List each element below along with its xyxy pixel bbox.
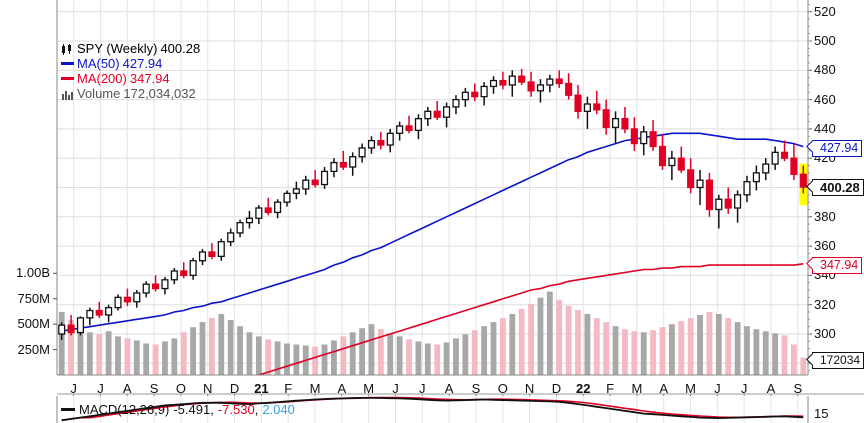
ma200-price-tag[interactable]: 347.94 xyxy=(812,256,863,274)
x-axis-tick: J xyxy=(392,381,399,396)
x-axis-tick: J xyxy=(97,381,104,396)
x-axis-tick: 22 xyxy=(576,381,591,396)
volume-tag[interactable]: 172034 xyxy=(812,352,864,369)
price-axis-tick: 520 xyxy=(814,3,836,19)
legend-row-symbol[interactable]: SPY (Weekly) 400.28 xyxy=(61,41,200,56)
x-axis-tick: O xyxy=(175,381,186,396)
x-axis-tick: M xyxy=(363,381,375,396)
last-price-tag[interactable]: 400.28 xyxy=(812,179,864,197)
macd-legend[interactable]: MACD(12,26,9) -5.491 , -7.530 , 2.040 xyxy=(61,402,295,417)
macd-label: MACD(12,26,9) xyxy=(79,402,170,417)
ma50-price-tag[interactable]: 427.94 xyxy=(812,139,863,157)
legend-last-price: 400.28 xyxy=(160,41,201,56)
x-axis-tick: J xyxy=(419,381,426,396)
legend-row-ma50[interactable]: MA(50) 427.94 xyxy=(61,56,200,71)
candlestick-icon xyxy=(61,43,74,55)
legend-row-ma200[interactable]: MA(200) 347.94 xyxy=(61,71,200,86)
legend-ma50-value: 427.94 xyxy=(122,56,163,71)
x-axis-tick: M xyxy=(685,381,696,396)
x-axis-tick: S xyxy=(471,381,481,396)
volume-axis-tick: 250M xyxy=(17,341,50,357)
price-axis-tick: 320 xyxy=(814,296,836,312)
x-axis-tick: A xyxy=(122,381,132,396)
x-axis-tick: D xyxy=(551,381,562,396)
x-axis-tick: F xyxy=(606,381,615,396)
x-axis-tick: N xyxy=(524,381,535,396)
x-axis-tick: J xyxy=(714,381,721,396)
volume-axis-tick: 1.00B xyxy=(16,265,50,281)
price-axis-tick: 380 xyxy=(814,208,836,224)
x-axis-tick: A xyxy=(766,381,776,396)
x-axis-tick: O xyxy=(497,381,508,396)
macd-signal-value: -7.530 xyxy=(217,402,255,417)
price-axis-tick: 500 xyxy=(814,33,836,49)
legend-symbol-title: SPY (Weekly) xyxy=(77,41,158,56)
x-axis-tick: N xyxy=(203,381,213,396)
line-swatch-black-icon xyxy=(61,408,75,411)
candlesticks xyxy=(58,68,798,340)
macd-line xyxy=(61,396,804,422)
macd-comma-1: , xyxy=(210,402,214,417)
x-axis-tick: S xyxy=(149,381,159,396)
chart-legend: SPY (Weekly) 400.28 MA(50) 427.94 MA(200… xyxy=(61,41,200,101)
x-axis-tick: 21 xyxy=(254,381,269,396)
price-axis-tick: 360 xyxy=(814,238,836,254)
macd-axis-tick: 15 xyxy=(814,406,829,421)
macd-comma-2: , xyxy=(254,402,259,417)
x-axis-tick: D xyxy=(229,381,240,396)
ma50-line xyxy=(61,132,804,332)
legend-row-volume[interactable]: Volume 172,034,032 xyxy=(61,86,200,101)
x-axis-tick: J xyxy=(740,381,748,396)
legend-ma200-label: MA(200) xyxy=(77,71,127,86)
legend-volume-value: 172,034,032 xyxy=(123,86,196,101)
price-axis-tick: 440 xyxy=(814,120,836,136)
x-axis-tick: A xyxy=(444,381,454,396)
line-swatch-blue-icon xyxy=(61,62,74,65)
x-axis-tick: M xyxy=(309,381,321,396)
x-axis-tick: M xyxy=(631,381,643,396)
price-axis-tick: 460 xyxy=(814,91,836,107)
volume-axis-tick: 750M xyxy=(17,290,50,306)
x-axis-tick: F xyxy=(284,381,293,396)
macd-value: -5.491 xyxy=(173,402,211,417)
volume-bars-icon xyxy=(61,88,74,100)
ma200-line xyxy=(256,263,804,375)
macd-histogram-value: 2.040 xyxy=(262,402,295,417)
x-axis-tick: S xyxy=(793,381,803,396)
last-candle xyxy=(799,165,807,194)
x-axis-tick: A xyxy=(337,381,347,396)
legend-ma200-value: 347.94 xyxy=(129,71,170,86)
price-axis-tick: 300 xyxy=(814,325,836,341)
volume-axis-tick: 500M xyxy=(17,316,50,332)
legend-ma50-label: MA(50) xyxy=(77,56,120,71)
line-swatch-red-icon xyxy=(61,77,74,80)
price-axis-tick: 480 xyxy=(814,62,836,78)
volume-bars xyxy=(58,291,807,375)
legend-volume-label: Volume xyxy=(77,86,121,101)
gridlines xyxy=(57,0,808,375)
x-axis-tick: A xyxy=(659,381,669,396)
x-axis-tick: J xyxy=(70,381,77,396)
